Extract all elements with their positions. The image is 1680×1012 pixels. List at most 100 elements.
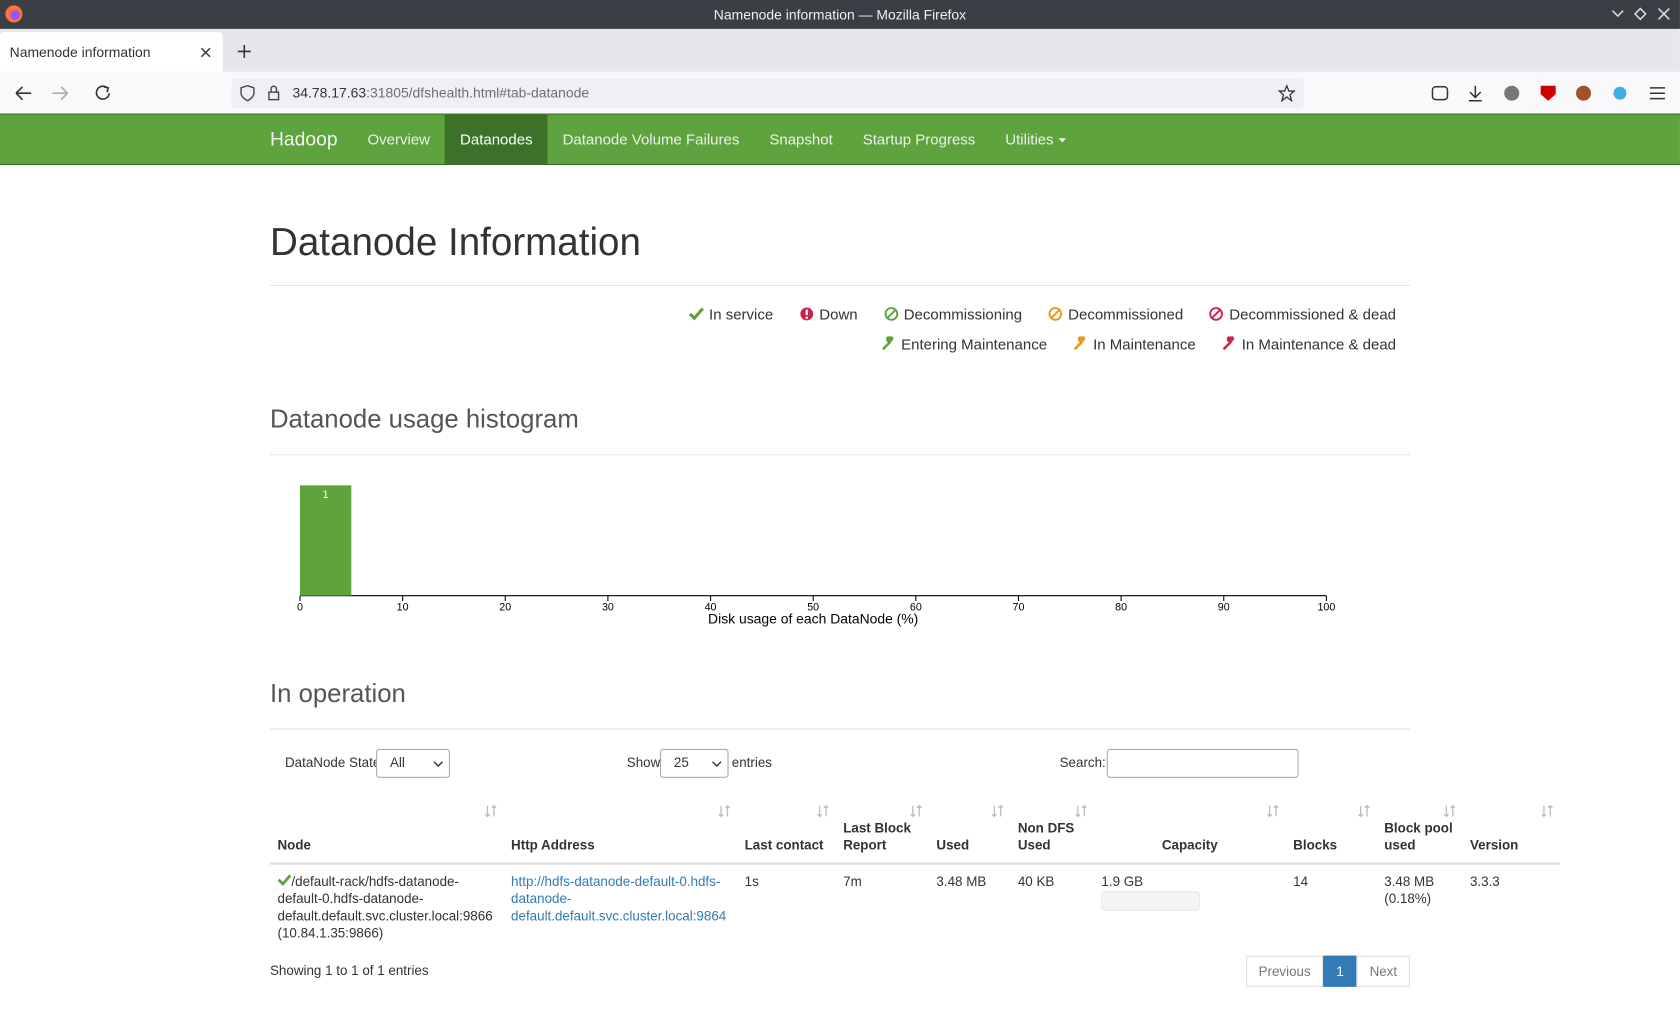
sort-arrows (1443, 804, 1456, 818)
x-tick-label: 20 (499, 602, 511, 614)
tab[interactable]: Namenode information (0, 32, 223, 72)
ban (1209, 307, 1224, 321)
toolbar: 34.78.17.63:31805/dfshealth.html#tab-dat… (0, 71, 1680, 115)
legend-label: Down (819, 305, 858, 323)
http-link[interactable]: http://hdfs-datanode-default-0.hdfs-data… (511, 874, 727, 924)
divider (269, 284, 1410, 287)
title-bar: Namenode information — Mozilla Firefox (0, 0, 1680, 29)
page-button[interactable]: 1 (1323, 955, 1357, 987)
nav-item[interactable]: Datanodes (445, 114, 548, 164)
state-select[interactable]: All (376, 748, 450, 778)
x-tick-label: 70 (1013, 602, 1025, 614)
node-name: /default-rack/hdfs-datanode-default-0.hd… (277, 874, 493, 924)
window-title: Namenode information — Mozilla Firefox (713, 6, 967, 23)
legend-item: Entering Maintenance (881, 335, 1047, 352)
legend-item: Down (799, 305, 858, 322)
url-icons (240, 84, 280, 102)
column-label: Non DFS Used (1017, 820, 1075, 853)
tab-bar: Namenode information (0, 28, 1680, 72)
capacity: 1.9 GB (1101, 874, 1144, 890)
nav-item[interactable]: Snapshot (769, 130, 833, 148)
x-tick-label: 0 (297, 602, 303, 614)
x-tick-label: 90 (1218, 602, 1230, 614)
nav-item[interactable]: Overview (367, 130, 431, 148)
legend-label: Decommissioned & dead (1229, 305, 1397, 323)
cell: 3.48 MB (0.18%) (1377, 864, 1463, 951)
column-header[interactable]: Used (928, 798, 1011, 865)
sort-arrows (718, 804, 731, 818)
section-title: Datanode usage histogram (269, 404, 579, 434)
legend-row: Entering Maintenance In Maintenance In Mai… (881, 335, 1396, 352)
column-header[interactable]: Http Address (503, 798, 738, 865)
caret (1059, 138, 1067, 143)
column-header[interactable]: Capacity (1093, 798, 1286, 865)
sort-arrows (1075, 804, 1087, 818)
column-label: Http Address (511, 837, 595, 853)
sort-icon (1358, 804, 1370, 818)
tab-title: Namenode information (9, 43, 151, 60)
column-header[interactable]: Version (1462, 798, 1560, 865)
ban-line (1050, 308, 1061, 319)
legend-icon (1209, 307, 1224, 321)
legend-item: In Maintenance & dead (1221, 335, 1396, 352)
sort-arrows (991, 804, 1004, 818)
cell: 40 KB (1010, 864, 1094, 951)
column-label: Block pool used (1384, 820, 1453, 853)
new-tab[interactable] (237, 44, 252, 59)
mark (805, 309, 808, 315)
legend-icon (1073, 336, 1086, 351)
legend-item: Decommissioning (883, 305, 1022, 322)
nav-item[interactable]: Startup Progress (862, 130, 976, 148)
page-button[interactable]: Next (1356, 955, 1410, 987)
page-size-select[interactable]: 25 (659, 748, 729, 778)
window-controls[interactable] (1607, 6, 1673, 21)
capacity-bar (1101, 891, 1200, 911)
cell: 7m (836, 864, 929, 951)
sort-icon (991, 804, 1004, 818)
sort-arrows (484, 804, 497, 818)
brand[interactable]: Hadoop (269, 128, 338, 150)
column-header[interactable]: Node (269, 798, 504, 865)
chevron (433, 761, 443, 768)
legend-icon (688, 307, 704, 321)
sort-icon (1443, 804, 1456, 818)
column-header[interactable]: Last Block Report (835, 798, 929, 865)
x-tick-label: 30 (602, 602, 614, 614)
node-ip: (10.84.1.35:9866) (277, 925, 384, 941)
nav-item[interactable]: Datanode Volume Failures (562, 130, 740, 148)
column-header[interactable]: Block pool used (1376, 798, 1463, 865)
legend-icon (1048, 307, 1063, 321)
column-header[interactable]: Non DFS Used (1010, 798, 1094, 865)
nav-item[interactable]: Utilities (990, 115, 1083, 164)
wrench-head (1078, 336, 1086, 343)
bookmark-star[interactable] (1278, 84, 1296, 102)
divider (269, 728, 1410, 730)
nav-items: Overview Datanodes Datanode Volume Failure… (352, 114, 1083, 164)
sort-arrows (1541, 804, 1553, 818)
table-row: /default-rack/hdfs-datanode-default-0.hd… (270, 864, 1560, 951)
column-label: Last Block Report (843, 820, 911, 853)
block-pool-used: 3.48 MB (1384, 874, 1435, 890)
last-contact: 1s (744, 874, 759, 890)
page-button[interactable]: Previous (1245, 955, 1324, 987)
tab-close[interactable] (200, 47, 211, 58)
column-header[interactable]: Blocks (1285, 798, 1377, 865)
toolbar-icons[interactable] (1430, 84, 1668, 103)
pagination: Previous 1 Next (1245, 955, 1410, 987)
legend-label: In Maintenance (1093, 335, 1196, 353)
nav-buttons[interactable] (13, 85, 120, 102)
divider (269, 454, 1410, 456)
cell: 14 (1286, 864, 1377, 951)
sort-arrows (910, 804, 922, 818)
sort-icon (817, 804, 829, 818)
column-header[interactable]: Last contact (737, 798, 836, 865)
x-tick-label: 10 (397, 602, 409, 614)
ban (1048, 307, 1063, 321)
url-bar[interactable]: 34.78.17.63:31805/dfshealth.html#tab-dat… (231, 78, 1304, 109)
sort-arrows (817, 804, 829, 818)
legend-icon (1222, 336, 1235, 351)
block-pool-pct: (0.18%) (1384, 891, 1432, 907)
x-tick-label: 60 (910, 602, 922, 614)
search-input[interactable] (1106, 748, 1299, 778)
